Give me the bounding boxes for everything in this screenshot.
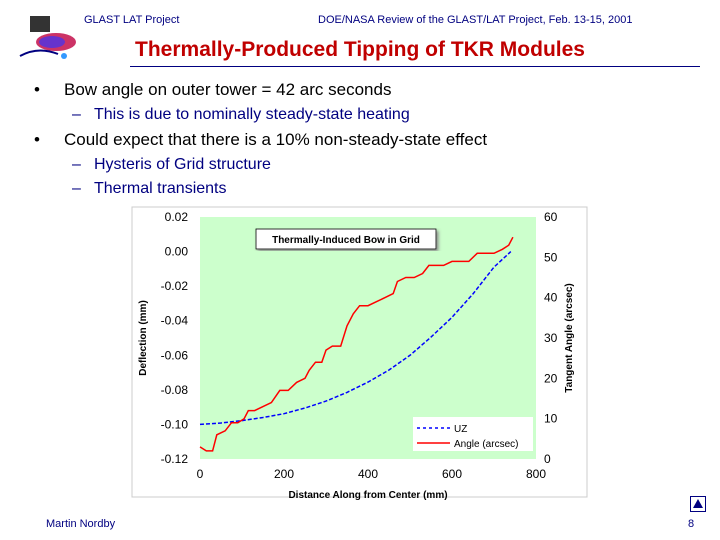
y-tick-label: -0.10	[161, 417, 189, 431]
page-number: 8	[688, 518, 695, 530]
glast-logo	[18, 12, 78, 70]
x-tick-label: 800	[526, 467, 546, 481]
y-tick-label: -0.08	[161, 383, 189, 397]
bullet-2: Could expect that there is a 10% non-ste…	[64, 130, 488, 149]
bullet-2-dash: –	[72, 180, 81, 197]
legend-uz-label: UZ	[454, 424, 467, 435]
slide-title: Thermally-Produced Tipping of TKR Module…	[135, 38, 585, 61]
y2-tick-label: 50	[544, 250, 558, 264]
y-tick-label: -0.02	[161, 279, 189, 293]
bullet-marker: •	[34, 80, 40, 99]
x-tick-label: 0	[197, 467, 204, 481]
y-tick-label: -0.06	[161, 348, 189, 362]
bullet-2-sub-1: Hysteris of Grid structure	[94, 156, 271, 173]
header-review-name: DOE/NASA Review of the GLAST/LAT Project…	[318, 14, 633, 26]
y2-tick-label: 60	[544, 210, 558, 224]
series-uz-line	[199, 251, 512, 426]
y-axis-label: Deflection (mm)	[138, 300, 149, 376]
bullet-2-dash: –	[72, 156, 81, 173]
y2-tick-label: 40	[544, 291, 558, 305]
chart-title: Thermally-Induced Bow in Grid	[272, 235, 420, 246]
bullet-2-sub-2: Thermal transients	[94, 180, 227, 197]
bullet-marker: •	[34, 130, 40, 149]
y2-tick-label: 10	[544, 412, 558, 426]
bow-chart: 0.02 0.00 -0.02 -0.04 -0.06 -0.08 -0.10 -0.12 60…	[131, 206, 588, 501]
y-tick-label: -0.12	[161, 452, 189, 466]
y-tick-label: 0.02	[165, 210, 189, 224]
footer-author: Martin Nordby	[46, 518, 116, 530]
y2-tick-label: 20	[544, 371, 558, 385]
nav-arrow-icon[interactable]	[690, 496, 706, 512]
x-axis-label: Distance Along from Center (mm)	[288, 490, 447, 501]
header-project-name: GLAST LAT Project	[84, 14, 180, 26]
x-tick-label: 400	[358, 467, 378, 481]
legend-angle-label: Angle (arcsec)	[454, 439, 518, 450]
chart-title-box	[255, 228, 437, 250]
x-tick-label: 200	[274, 467, 294, 481]
y2-tick-label: 30	[544, 331, 558, 345]
chart-legend: UZ Angle (arcsec)	[413, 417, 533, 451]
bullet-1-sub-1: This is due to nominally steady-state he…	[94, 106, 410, 123]
series-angle-line	[199, 236, 514, 452]
title-divider	[130, 66, 700, 67]
y-tick-label: 0.00	[165, 245, 189, 259]
bullet-1-dash: –	[72, 106, 81, 123]
y2-tick-label: 0	[544, 452, 551, 466]
y2-axis-label: Tangent Angle (arcsec)	[564, 283, 575, 392]
x-tick-label: 600	[442, 467, 462, 481]
y-tick-label: -0.04	[161, 314, 189, 328]
bullet-1: Bow angle on outer tower = 42 arc second…	[64, 80, 392, 99]
legend-box	[413, 417, 533, 451]
